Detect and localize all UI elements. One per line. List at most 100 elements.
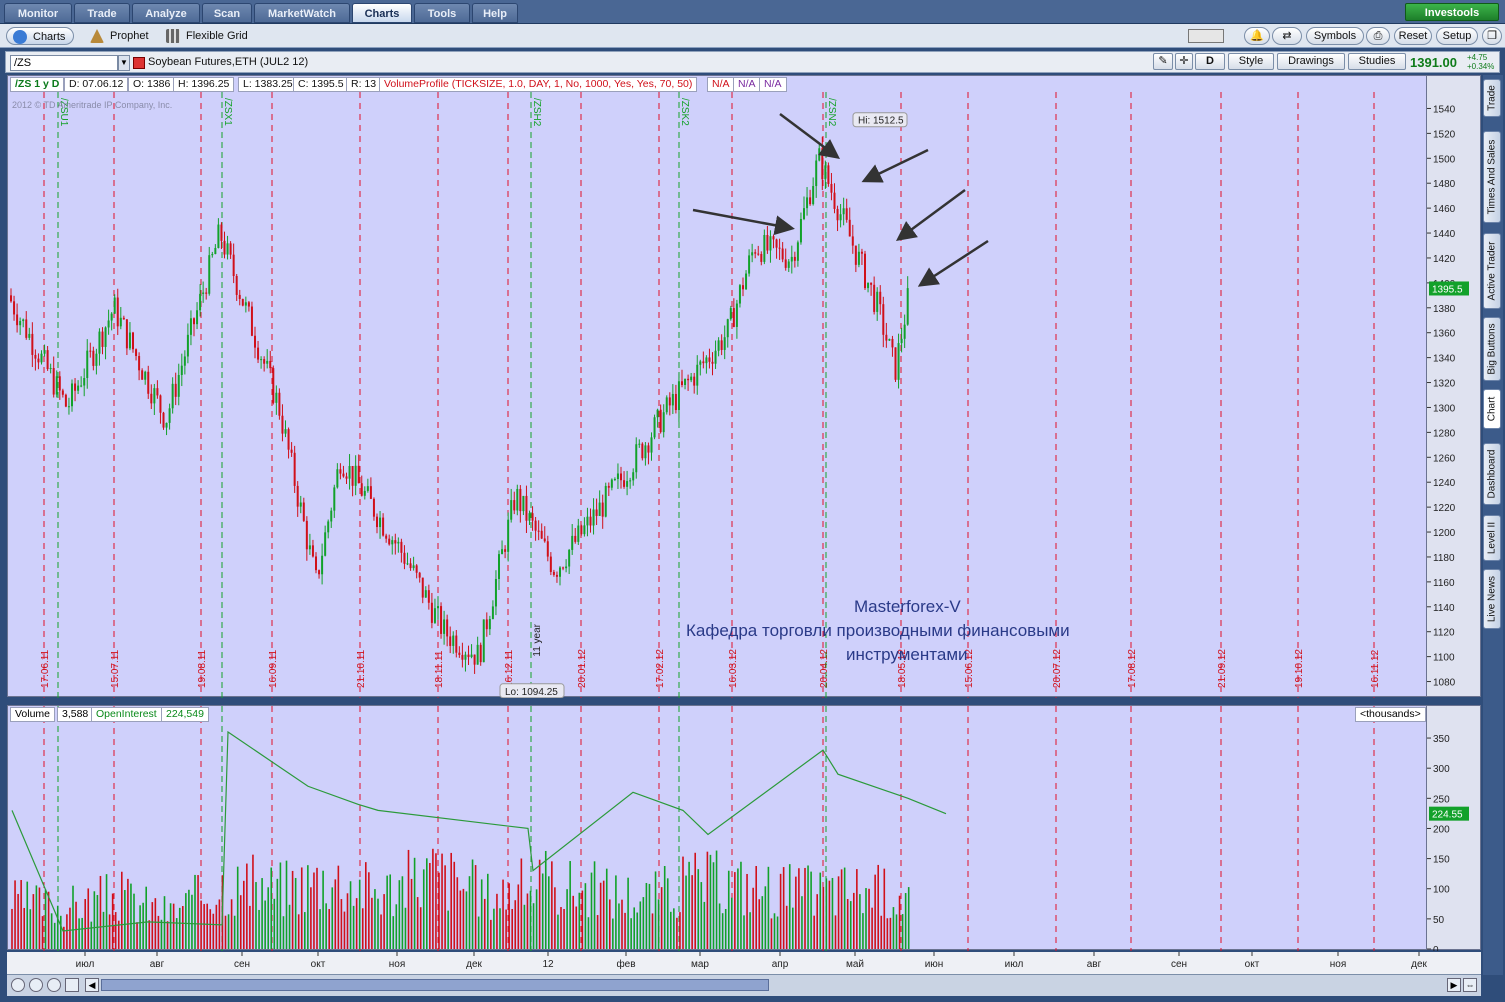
- drawings-button[interactable]: Drawings: [1277, 53, 1345, 70]
- candle-body: [857, 251, 860, 265]
- sidebar-tab-chart[interactable]: Chart: [1483, 389, 1501, 429]
- candle-body: [40, 353, 43, 363]
- symbol-toolbar: [5, 51, 1500, 73]
- open-interest-line: [11, 730, 947, 932]
- crosshair-button[interactable]: ✛: [1175, 53, 1193, 70]
- sidebar-tab-big-buttons[interactable]: Big Buttons: [1483, 317, 1501, 381]
- zoom-in-icon[interactable]: [29, 978, 43, 992]
- setup-button[interactable]: Setup: [1436, 27, 1478, 45]
- sidebar-tab-dashboard[interactable]: Dashboard: [1483, 443, 1501, 505]
- last-price: 1391.00: [1410, 55, 1457, 70]
- time-axis[interactable]: июл авг сен окт ноя дек 12 фев мар апр май июн июл ав…: [7, 952, 1481, 974]
- candle-body: [464, 654, 467, 660]
- charts-subtoolbar: Charts Prophet Flexible Grid 🔔 ⇄ Symbols…: [0, 24, 1505, 48]
- candle-body: [58, 376, 61, 391]
- candle-body: [559, 567, 561, 577]
- studies-button[interactable]: Studies: [1348, 53, 1406, 70]
- volume-bar: [621, 899, 623, 949]
- volume-scale[interactable]: 350 300 250 200 150 100 50 0 224.55: [1427, 705, 1481, 956]
- candle-body: [830, 183, 833, 193]
- symbols-button[interactable]: Symbols: [1306, 27, 1364, 45]
- investools-button[interactable]: Investools: [1405, 3, 1499, 21]
- subtab-flexible-grid[interactable]: Flexible Grid: [160, 27, 250, 45]
- scroll-right-icon[interactable]: ▶: [1447, 978, 1461, 992]
- style-button[interactable]: Style: [1228, 53, 1274, 70]
- subtab-prophet[interactable]: Prophet: [84, 27, 154, 45]
- tab-marketwatch[interactable]: MarketWatch: [254, 3, 350, 23]
- volume-bar: [41, 916, 44, 949]
- price-scale[interactable]: 1540152015001480146014401420140013801360…: [1427, 75, 1481, 697]
- candle-body: [833, 192, 836, 209]
- drawing-tools-button[interactable]: ✎: [1153, 53, 1173, 70]
- candle-body: [138, 356, 141, 371]
- candle-body: [562, 567, 565, 569]
- chart-scrollbar[interactable]: ◀ ▶ ⇔: [7, 974, 1481, 996]
- net-change: +4.75: [1467, 53, 1488, 62]
- candle-body: [681, 381, 683, 385]
- volume-bar: [581, 890, 584, 949]
- volume-bar: [72, 885, 74, 949]
- volume-bar: [288, 904, 291, 949]
- sidebar-tab-trade[interactable]: Trade: [1483, 79, 1501, 117]
- candle-body: [793, 256, 796, 261]
- sidebar-tab-times-and-sales[interactable]: Times And Sales: [1483, 131, 1501, 223]
- volume-bar: [374, 889, 376, 949]
- candle-body: [888, 338, 891, 341]
- volume-bar: [554, 887, 556, 949]
- header-high: H: 1396.25: [173, 77, 235, 92]
- candle-body: [589, 516, 592, 526]
- detach-button[interactable]: ❐: [1482, 27, 1502, 45]
- expand-icon[interactable]: ⇔: [1463, 978, 1477, 992]
- symbol-dropdown[interactable]: ▼: [118, 55, 130, 71]
- candle-body: [278, 392, 281, 416]
- print-button[interactable]: ⎙: [1366, 27, 1390, 45]
- volume-bar: [776, 916, 779, 949]
- volume-bar: [602, 880, 605, 949]
- sidebar-tab-live-news[interactable]: Live News: [1483, 569, 1501, 629]
- candle-body: [452, 635, 455, 646]
- sidebar-tab-active-trader[interactable]: Active Trader: [1483, 233, 1501, 309]
- candle-body: [674, 393, 677, 411]
- candle-body: [104, 327, 107, 347]
- zoom-out-icon[interactable]: [11, 978, 25, 992]
- candle-body: [546, 541, 549, 557]
- pan-hand-icon[interactable]: [65, 978, 79, 992]
- candle-body: [668, 397, 671, 406]
- candle-body: [235, 276, 238, 295]
- volume-panel[interactable]: [7, 705, 1427, 951]
- candle-body: [641, 443, 644, 459]
- symbol-link-icon[interactable]: [133, 57, 145, 69]
- volume-bar: [605, 868, 608, 949]
- candle-body: [537, 530, 540, 532]
- tab-charts[interactable]: Charts: [352, 3, 412, 23]
- volume-bar: [139, 905, 141, 949]
- symbol-input[interactable]: [10, 55, 118, 71]
- volume-bar: [487, 873, 489, 949]
- volume-bar: [743, 915, 745, 949]
- zoom-box-icon[interactable]: [47, 978, 61, 992]
- scrollbar-thumb[interactable]: [101, 979, 769, 991]
- candle-body: [16, 314, 19, 326]
- subtab-charts[interactable]: Charts: [6, 27, 74, 45]
- tab-tools[interactable]: Tools: [414, 3, 470, 23]
- candle-body: [882, 304, 885, 335]
- scroll-left-icon[interactable]: ◀: [85, 978, 99, 992]
- tab-analyze[interactable]: Analyze: [132, 3, 200, 23]
- candle-body: [83, 378, 86, 386]
- tab-scan[interactable]: Scan: [202, 3, 252, 23]
- volume-profile-study-label[interactable]: VolumeProfile (TICKSIZE, 1.0, DAY, 1, No…: [379, 77, 698, 92]
- volume-bar: [78, 918, 80, 949]
- price-chart-panel[interactable]: 17.06.11 15.07.11 19.08.11 16.09.11 21.10.11…: [7, 75, 1427, 699]
- tab-help[interactable]: Help: [472, 3, 518, 23]
- tab-trade[interactable]: Trade: [74, 3, 130, 23]
- tab-monitor[interactable]: Monitor: [4, 3, 72, 23]
- reset-button[interactable]: Reset: [1394, 27, 1432, 45]
- volume-bar: [337, 865, 340, 949]
- link-color-box[interactable]: [1188, 29, 1224, 43]
- link-button[interactable]: ⇄: [1272, 27, 1302, 45]
- volume-bar: [319, 909, 321, 949]
- aggregation-button[interactable]: D: [1195, 53, 1225, 70]
- alert-bell-button[interactable]: 🔔: [1244, 27, 1270, 45]
- volume-bar: [175, 918, 178, 949]
- sidebar-tab-level-ii[interactable]: Level II: [1483, 515, 1501, 561]
